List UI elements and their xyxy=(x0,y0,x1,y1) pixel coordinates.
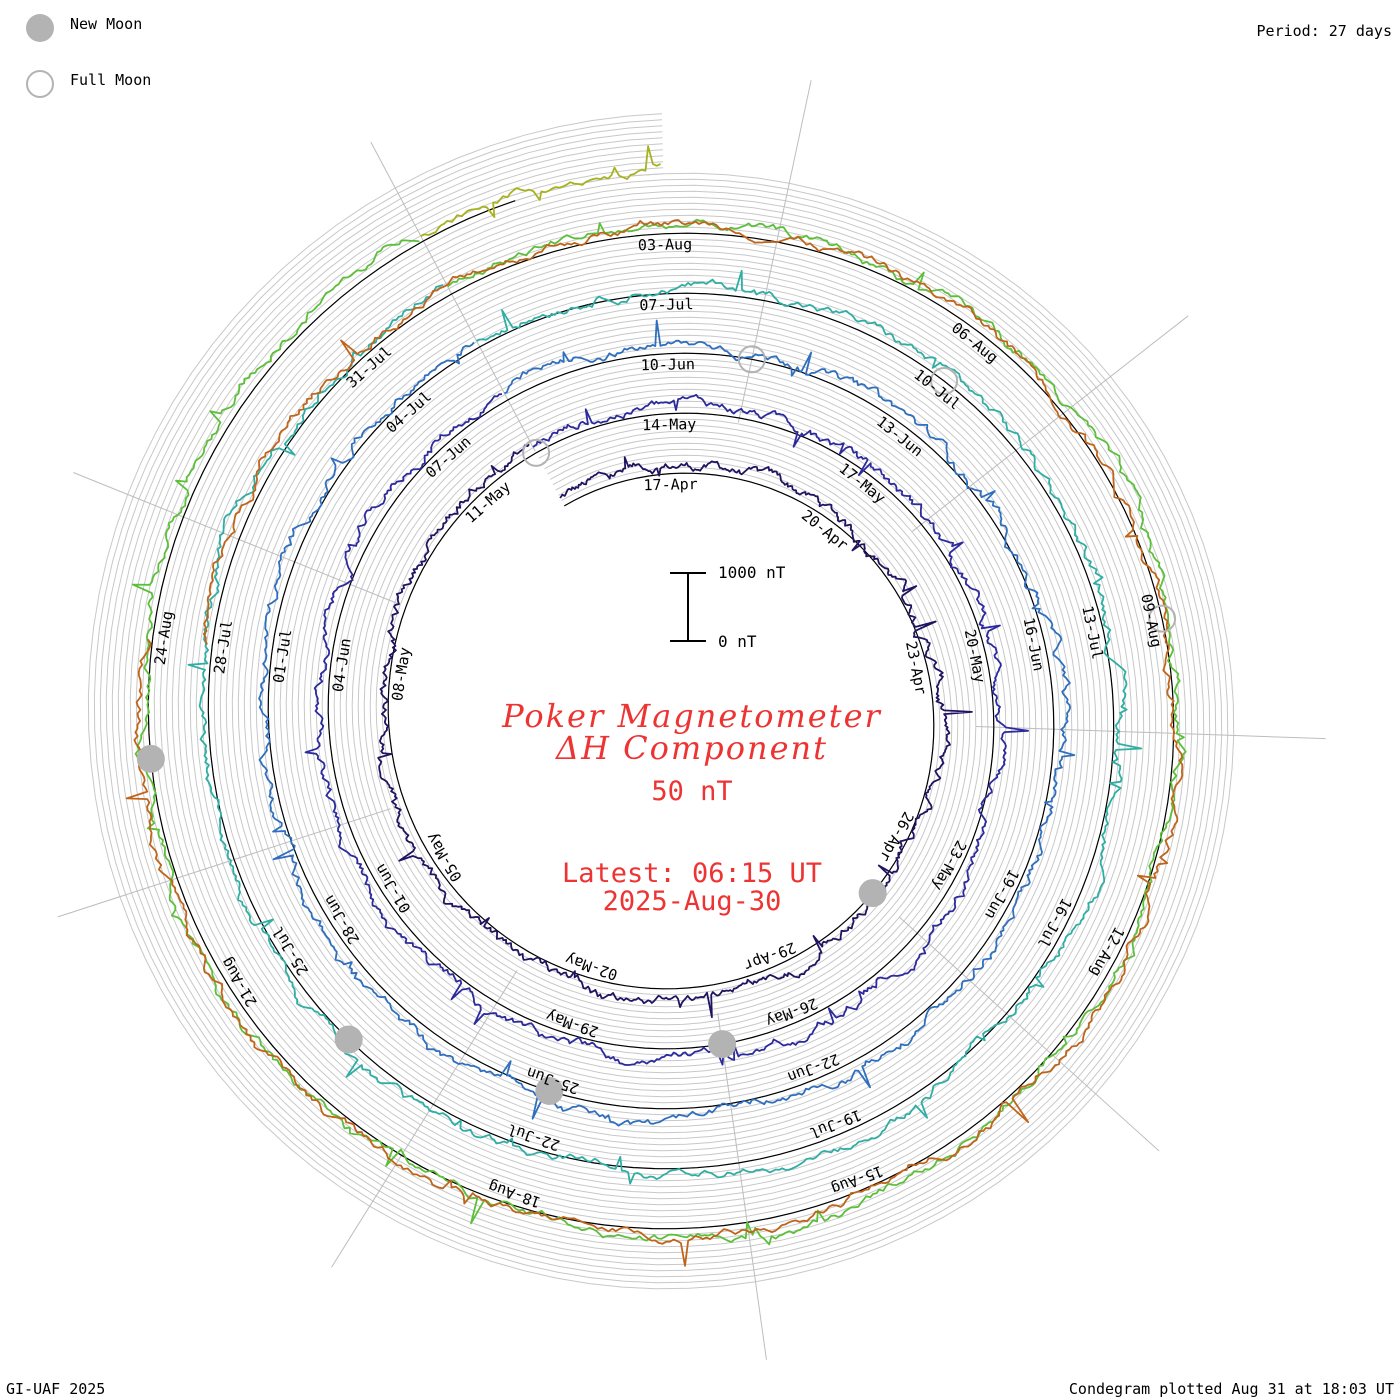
day-spoke xyxy=(73,472,399,605)
moon-markers xyxy=(136,345,1177,1105)
date-label: 11-May xyxy=(462,477,515,526)
new-moon-marker xyxy=(708,1030,737,1059)
grid-ring xyxy=(105,131,1217,1272)
chart-title-line1: Poker Magnetometer xyxy=(502,697,882,735)
series-line-4 xyxy=(187,269,1143,1185)
chart-title-line2: ΔH Component xyxy=(555,729,829,767)
series-line-3 xyxy=(258,319,1076,1127)
scale-bottom-label: 0 nT xyxy=(718,632,757,651)
day-spoke xyxy=(717,1013,767,1360)
date-label: 20-Apr xyxy=(798,506,852,554)
date-label: 29-May xyxy=(544,1007,601,1041)
scale-bar xyxy=(670,572,706,642)
date-label: 26-Apr xyxy=(876,809,918,865)
date-label: 10-Jun xyxy=(641,355,696,374)
scale-top-label: 1000 nT xyxy=(718,563,786,582)
day-spoke xyxy=(912,315,1189,532)
ring-scale-label: 50 nT xyxy=(651,776,733,807)
date-label: 01-Jul xyxy=(269,628,295,684)
date-label: 23-Apr xyxy=(902,640,930,697)
date-label: 16-Jun xyxy=(1020,616,1048,673)
series-line-7 xyxy=(125,219,1184,1267)
grid-ring xyxy=(111,137,1211,1266)
date-label: 14-May xyxy=(642,415,697,434)
date-label: 29-Apr xyxy=(741,938,798,974)
credit-label: GI-UAF 2025 xyxy=(6,1380,106,1398)
day-spoke xyxy=(57,808,391,918)
period-label: Period: 27 days xyxy=(1256,22,1392,40)
day-spoke xyxy=(737,80,812,423)
plotted-label: Condegram plotted Aug 31 at 18:03 UT xyxy=(1068,1380,1394,1398)
grid-ring xyxy=(93,119,1229,1284)
series-line-5 xyxy=(132,218,1187,1246)
date-label: 20-May xyxy=(961,628,989,685)
date-label: 03-Aug xyxy=(638,235,693,254)
new-moon-marker xyxy=(535,1076,564,1105)
grid-ring xyxy=(135,161,1187,1242)
day-spoke xyxy=(370,141,536,452)
new-moon-icon xyxy=(26,14,54,42)
day-spoke xyxy=(898,916,1160,1152)
series-line-6 xyxy=(420,145,662,237)
grid-ring xyxy=(117,143,1205,1260)
series-line-2 xyxy=(304,393,1029,1066)
grid-ring xyxy=(129,155,1193,1248)
new-moon-marker xyxy=(858,879,887,908)
date-label: 24-Aug xyxy=(151,610,177,666)
legend-full-moon-label: Full Moon xyxy=(70,71,152,89)
baseline-spiral xyxy=(147,200,1175,1230)
date-label: 28-Jul xyxy=(210,619,236,675)
grid-ring xyxy=(99,125,1223,1278)
new-moon-marker xyxy=(334,1025,363,1054)
day-spoke xyxy=(331,970,518,1268)
full-moon-marker xyxy=(1148,604,1177,633)
latest-date: 2025-Aug-30 xyxy=(602,886,782,917)
day-spoke xyxy=(975,725,1326,740)
baseline-spiral-line xyxy=(147,200,1175,1230)
data-series xyxy=(125,145,1187,1267)
full-moon-marker xyxy=(930,366,959,395)
grid-ring xyxy=(123,149,1199,1254)
date-label: 07-Jul xyxy=(639,295,694,314)
new-moon-marker xyxy=(136,744,165,773)
date-label: 17-Apr xyxy=(643,475,698,494)
full-moon-icon xyxy=(26,70,54,98)
legend-new-moon-label: New Moon xyxy=(70,15,143,33)
full-moon-marker xyxy=(522,438,551,467)
latest-time: Latest: 06:15 UT xyxy=(561,858,823,889)
full-moon-marker xyxy=(737,345,766,374)
date-label: 04-Jun xyxy=(329,637,355,693)
series-line-1 xyxy=(377,443,973,1019)
